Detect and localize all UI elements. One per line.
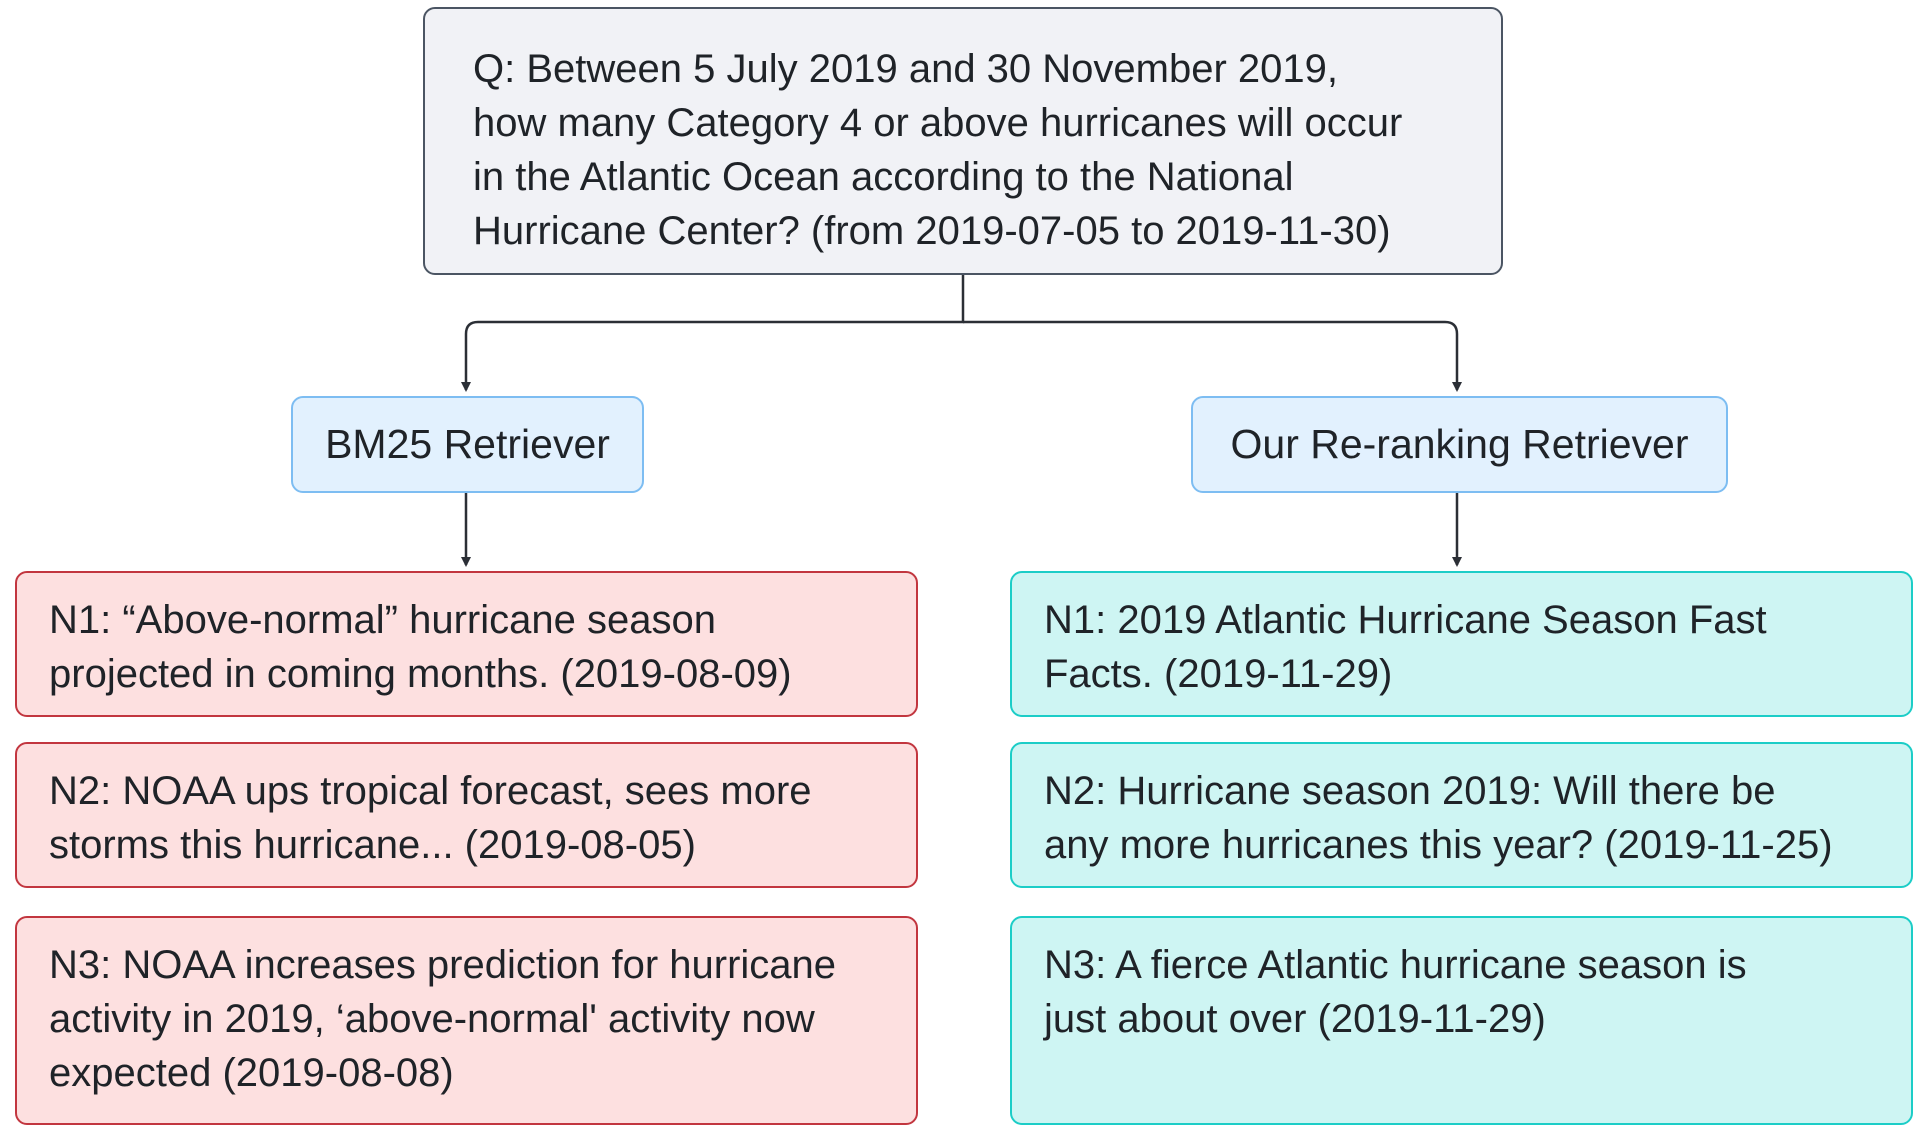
news-text-line: N3: NOAA increases prediction for hurric… (49, 943, 837, 987)
bm25-news-n1: N1: “Above-normal” hurricane season proj… (15, 571, 918, 717)
reranking-retriever-box: Our Re-ranking Retriever (1191, 396, 1728, 493)
news-text-line: N2: NOAA ups tropical forecast, sees mor… (49, 769, 812, 813)
news-text-line: expected (2019-08-08) (49, 1051, 454, 1095)
connector-question-to-bm25 (461, 275, 965, 392)
reranker-news-n3: N3: A fierce Atlantic hurricane season i… (1010, 916, 1913, 1125)
bm25-news-n3: N3: NOAA increases prediction for hurric… (15, 916, 918, 1125)
news-text-line: any more hurricanes this year? (2019-11-… (1044, 823, 1833, 867)
bm25-news-n2: N2: NOAA ups tropical forecast, sees mor… (15, 742, 918, 888)
news-text-line: projected in coming months. (2019-08-09) (49, 652, 792, 696)
news-text-line: activity in 2019, ‘above-normal' activit… (49, 997, 815, 1041)
news-text-line: Facts. (2019-11-29) (1044, 652, 1393, 696)
connector-question-to-reranker (963, 320, 1462, 392)
reranker-news-n2: N2: Hurricane season 2019: Will there be… (1010, 742, 1913, 888)
bm25-retriever-label: BM25 Retriever (325, 421, 610, 467)
news-text-line: N3: A fierce Atlantic hurricane season i… (1044, 943, 1747, 987)
question-line: how many Category 4 or above hurricanes … (473, 101, 1403, 145)
question-box: Q: Between 5 July 2019 and 30 November 2… (423, 7, 1503, 275)
question-line: in the Atlantic Ocean according to the N… (473, 155, 1294, 199)
reranker-news-n1: N1: 2019 Atlantic Hurricane Season Fast … (1010, 571, 1913, 717)
news-text-line: just about over (2019-11-29) (1044, 997, 1546, 1041)
bm25-retriever-box: BM25 Retriever (291, 396, 644, 493)
question-line: Hurricane Center? (from 2019-07-05 to 20… (473, 209, 1391, 253)
news-text-line: storms this hurricane... (2019-08-05) (49, 823, 696, 867)
news-text-line: N1: 2019 Atlantic Hurricane Season Fast (1044, 598, 1767, 642)
question-line: Q: Between 5 July 2019 and 30 November 2… (473, 47, 1338, 91)
news-text-line: N2: Hurricane season 2019: Will there be (1044, 769, 1776, 813)
reranking-retriever-label: Our Re-ranking Retriever (1230, 421, 1689, 467)
news-text-line: N1: “Above-normal” hurricane season (49, 598, 716, 642)
